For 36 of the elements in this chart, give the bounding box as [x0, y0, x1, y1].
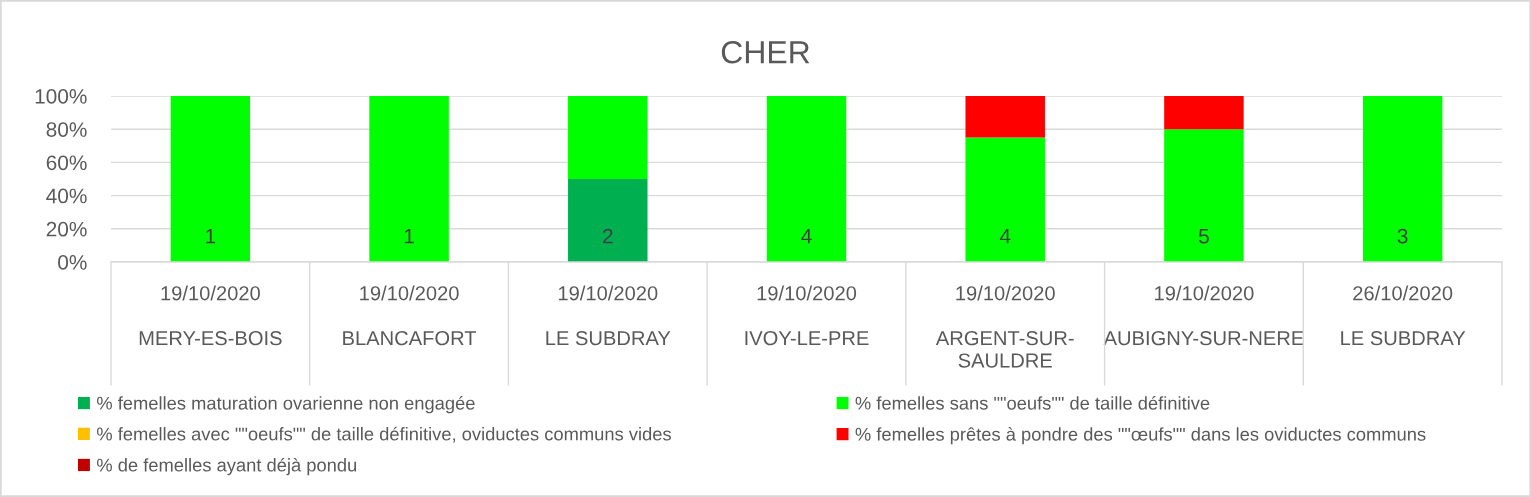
y-tick-label: 60%: [46, 155, 87, 171]
annotation: 4: [999, 228, 1011, 244]
annotation: 4: [801, 228, 812, 244]
y-tick-label: 80%: [46, 122, 87, 137]
category-label: 26/10/2020 LE SUBDRAY: [1341, 285, 1466, 346]
annotation: 5: [1198, 228, 1209, 244]
annotation: 1: [206, 228, 216, 244]
bar: [1164, 129, 1244, 262]
bar: [1164, 96, 1244, 130]
category-label: 19/10/2020 IVOY-LE-PRE: [745, 285, 869, 346]
category-label: 19/10/2020 ARGENT-SUR- SAULDRE: [935, 285, 1074, 368]
category-label: 19/10/2020 LE SUBDRAY: [546, 285, 671, 346]
legend-label: % femelles maturation ovarienne non engagée: [96, 396, 475, 414]
category-label: 19/10/2020 AUBIGNY-SUR-NERE: [1103, 285, 1304, 346]
chart-title: CHER: [721, 40, 810, 64]
annotation: 2: [603, 228, 613, 244]
category-label: 19/10/2020 BLANCAFORT: [343, 285, 477, 346]
category-label: 19/10/2020 MERY-ES-BOIS: [139, 285, 282, 346]
bar: [369, 96, 449, 262]
y-tick-label: 100%: [35, 89, 87, 104]
legend-label: % femelles prêtes à pondre des ""œufs"" dans les oviductes communs: [855, 427, 1426, 445]
bar: [568, 96, 648, 179]
legend-label: % femelles sans ""oeufs"" de taille définitive: [855, 396, 1210, 410]
y-tick-label: 40%: [46, 188, 87, 204]
bar: [965, 137, 1045, 262]
bar: [766, 96, 847, 262]
annotation: 1: [404, 228, 414, 244]
annotation: 3: [1397, 228, 1408, 244]
bar: [1362, 96, 1443, 262]
legend-label: % de femelles ayant déjà pondu: [96, 457, 357, 476]
bar: [568, 179, 648, 262]
y-tick-label: 20%: [46, 221, 87, 237]
legend-label: % femelles avec ""oeufs"" de taille définitive, oviductes communs vides: [96, 426, 671, 443]
y-tick-label: 0%: [58, 255, 87, 270]
bar: [965, 96, 1045, 138]
bar: [170, 96, 251, 262]
